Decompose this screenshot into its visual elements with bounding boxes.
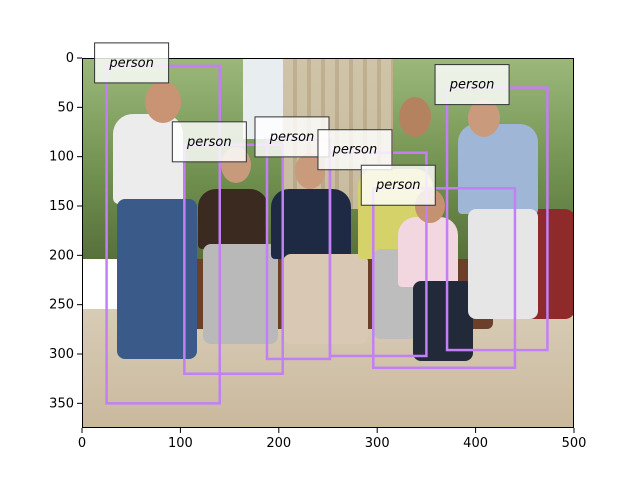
detection-label: person [186, 135, 232, 150]
person-2-body [198, 189, 268, 249]
person-5-legs [413, 281, 473, 361]
detection-box [372, 186, 517, 370]
x-tick-label: 300 [365, 436, 390, 451]
x-tick-label: 400 [463, 436, 488, 451]
person-6-legs [468, 209, 538, 319]
y-tick-label: 200 [49, 248, 74, 263]
detection-label: person [332, 143, 378, 158]
person-6-head [468, 99, 500, 137]
detection-label: person [375, 178, 421, 193]
y-tick-label: 150 [49, 199, 74, 214]
x-tick-label: 200 [266, 436, 291, 451]
person-1-body [113, 114, 183, 204]
person-1-head [145, 81, 181, 123]
person-2-legs [203, 244, 278, 344]
detection-label-box [94, 42, 170, 84]
x-tick-label: 0 [78, 436, 86, 451]
detection-label-box [360, 164, 436, 206]
detection-label: person [269, 130, 315, 145]
person-4-head [399, 97, 431, 137]
detection-box [445, 86, 549, 352]
y-tick-label: 350 [49, 396, 74, 411]
detection-box [105, 64, 222, 405]
y-tick-label: 100 [49, 150, 74, 165]
person-3-body [271, 189, 351, 259]
detection-label: person [449, 78, 495, 93]
detection-label: person [108, 56, 154, 71]
detection-label-box [317, 129, 393, 171]
detection-label-box [171, 121, 247, 163]
y-tick-label: 50 [57, 100, 74, 115]
x-tick-label: 100 [168, 436, 193, 451]
x-tick-label: 500 [562, 436, 587, 451]
detection-label-box [254, 116, 330, 158]
detection-box [265, 138, 332, 361]
y-tick-label: 0 [66, 51, 74, 66]
y-tick-label: 300 [49, 347, 74, 362]
y-tick-label: 250 [49, 298, 74, 313]
person-6-body [458, 124, 538, 214]
detection-label-box [434, 64, 510, 106]
person-3-legs [283, 254, 368, 344]
